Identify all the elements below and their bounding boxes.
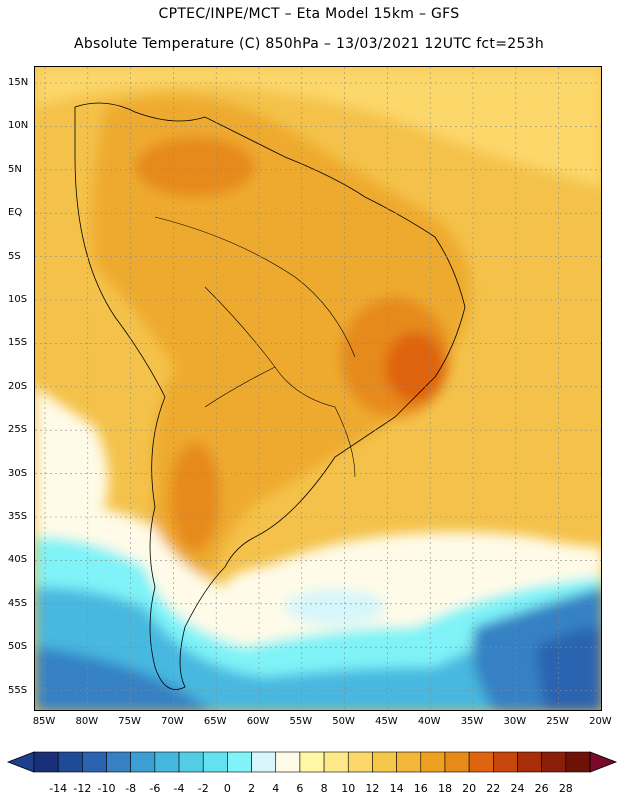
colorbar-tick-label: 22 [486, 782, 501, 795]
colorbar-swatch [323, 751, 349, 773]
colorbar-tick-label: 16 [413, 782, 428, 795]
colorbar-swatch [130, 751, 156, 773]
coastline [74, 102, 466, 690]
colorbar-tick-label: -12 [73, 782, 92, 795]
coastlines [74, 102, 466, 690]
temperature-region [35, 387, 109, 507]
lon-label: 65W [203, 716, 227, 727]
lon-label: 70W [161, 716, 184, 727]
colorbar-swatch [396, 751, 422, 773]
lat-label: 30S [8, 467, 28, 479]
colorbar-tick-label: -4 [173, 782, 185, 795]
lon-label: 25W [546, 716, 569, 727]
lon-label: 20W [589, 716, 612, 727]
colorbar-swatch [275, 751, 301, 773]
colorbar-tick-label: -2 [197, 782, 209, 795]
colorbar-swatch [82, 751, 107, 773]
title-line-1: CPTEC/INPE/MCT – Eta Model 15km – GFS [158, 6, 460, 22]
colorbar-swatch [33, 751, 59, 773]
colorbar-swatch [468, 751, 494, 773]
lat-label: 40S [8, 554, 28, 566]
lon-label: 45W [375, 716, 398, 727]
temperature-region [285, 589, 385, 625]
colorbar-swatch [106, 751, 131, 773]
colorbar [6, 751, 618, 773]
lat-label: 55S [8, 684, 28, 696]
lon-label: 30W [503, 716, 527, 727]
lon-label: 50W [332, 716, 355, 727]
colorbar-swatch [299, 751, 325, 773]
temperature-field [35, 67, 601, 710]
colorbar-tick-label: 20 [462, 782, 477, 795]
lat-label: 35S [8, 511, 28, 522]
lat-label: EQ [8, 207, 23, 219]
colorbar-swatch [347, 751, 373, 773]
temperature-region [35, 647, 212, 710]
colorbar-swatch [517, 751, 542, 773]
colorbar-tick-label: -8 [125, 782, 137, 795]
colorbar-tick-label: 26 [534, 782, 549, 795]
colorbar-tick-label: 12 [365, 782, 380, 795]
colorbar-tick-label: 0 [223, 782, 231, 795]
lon-label: 75W [118, 716, 141, 727]
colorbar-swatch [420, 751, 446, 773]
lat-label: 5S [8, 250, 21, 262]
lat-label: 50S [8, 641, 28, 653]
colorbar-tick-label: 28 [558, 782, 573, 795]
lat-label: 10S [8, 294, 28, 305]
colorbar-swatch [493, 751, 518, 773]
lon-label: 40W [417, 716, 441, 727]
colorbar-swatch [227, 751, 252, 773]
colorbar-tick-label: 6 [296, 782, 304, 795]
colorbar-tick-label: -6 [149, 782, 161, 795]
colorbar-tick-label: 10 [341, 782, 356, 795]
lon-label: 35W [460, 716, 484, 727]
colorbar-swatch [57, 751, 83, 773]
colorbar-tick-label: 4 [272, 782, 280, 795]
colorbar-swatch [444, 751, 470, 773]
colorbar-tick-label: 2 [248, 782, 256, 795]
lat-label: 15S [8, 337, 28, 349]
temperature-region [535, 627, 601, 710]
lon-label: 85W [32, 716, 56, 727]
temperature-map [35, 67, 601, 710]
colorbar-swatch [202, 751, 228, 773]
temperature-region [35, 587, 601, 710]
colorbar-tick-label: 18 [437, 782, 452, 795]
lon-label: 55W [289, 716, 313, 727]
lat-label: 25S [8, 424, 28, 436]
colorbar-swatch [178, 751, 204, 773]
temperature-region [385, 332, 445, 402]
colorbar-swatch [154, 751, 180, 773]
colorbar-swatch [541, 751, 567, 773]
country-borders [154, 216, 356, 478]
lat-label: 15N [8, 77, 29, 88]
colorbar-under-arrow [6, 751, 35, 773]
lat-label: 5N [8, 163, 22, 175]
title-line-2: Absolute Temperature (C) 850hPa – 13/03/… [73, 36, 545, 52]
colorbar-swatch [372, 751, 397, 773]
lon-label: 80W [75, 716, 99, 727]
lon-label: 60W [246, 716, 270, 727]
temperature-region [170, 442, 220, 552]
temperature-region [135, 137, 255, 197]
colorbar-swatch [565, 751, 591, 773]
temperature-region [35, 67, 601, 187]
lat-label: 45S [8, 597, 28, 609]
map-panel [34, 66, 602, 711]
colorbar-tick-label: -10 [97, 782, 116, 795]
colorbar-tick-label: 8 [320, 782, 328, 795]
lat-label: 10N [8, 120, 29, 132]
lat-label: 20S [8, 380, 28, 392]
colorbar-tick-label: 24 [510, 782, 525, 795]
colorbar-tick-label: 14 [389, 782, 404, 795]
colorbar-swatch [251, 751, 277, 773]
colorbar-tick-label: -14 [49, 782, 68, 795]
colorbar-over-arrow [589, 751, 618, 773]
